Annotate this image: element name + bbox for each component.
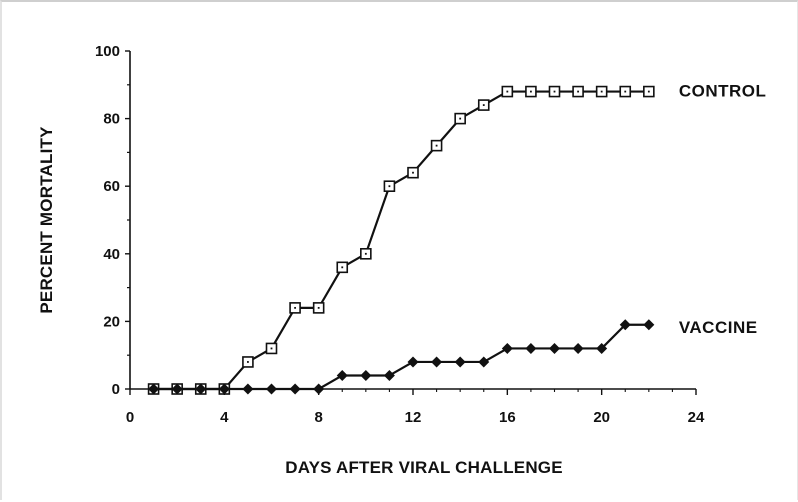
data-point-vaccine (289, 383, 301, 395)
data-point-dot (577, 90, 579, 93)
data-point-dot (341, 266, 344, 269)
data-point-vaccine (596, 342, 608, 354)
data-point-vaccine (407, 356, 419, 368)
data-point-vaccine (431, 356, 443, 368)
series-label-control: CONTROL (679, 82, 767, 101)
data-point-vaccine (549, 342, 560, 354)
data-point-dot (435, 144, 438, 147)
data-point-dot (317, 306, 320, 309)
data-point-vaccine (242, 383, 254, 395)
x-tick-label: 24 (688, 409, 705, 426)
data-point-dot (388, 185, 391, 188)
data-point-vaccine (501, 342, 513, 354)
data-point-vaccine (572, 342, 584, 354)
data-point-dot (412, 171, 414, 174)
data-point-dot (553, 90, 556, 93)
data-point-dot (294, 306, 296, 309)
data-point-vaccine (360, 369, 372, 381)
data-point-dot (624, 90, 627, 93)
data-point-vaccine (643, 319, 655, 331)
data-point-vaccine (454, 356, 466, 368)
data-point-vaccine (383, 369, 395, 381)
y-axis-title: PERCENT MORTALITY (37, 126, 56, 314)
data-point-dot (482, 104, 485, 106)
y-tick-label: 80 (103, 111, 120, 128)
data-point-vaccine (171, 383, 183, 395)
data-point-vaccine (313, 383, 325, 395)
y-tick-label: 100 (95, 43, 120, 60)
x-tick-label: 16 (499, 409, 516, 426)
data-point-vaccine (148, 383, 160, 395)
y-tick-label: 60 (103, 178, 120, 195)
x-tick-label: 0 (126, 409, 134, 426)
data-point-dot (647, 90, 650, 93)
series-control: CONTROL (147, 82, 767, 395)
series-layer: CONTROL VACCINE (147, 82, 767, 395)
data-point-dot (459, 117, 462, 120)
data-point-vaccine (619, 319, 631, 331)
series-label-vaccine: VACCINE (679, 318, 758, 337)
y-tick-label: 0 (112, 381, 120, 398)
x-tick-label: 20 (593, 409, 610, 426)
data-point-vaccine (195, 383, 207, 395)
x-tick-label: 12 (405, 409, 422, 426)
data-point-dot (530, 90, 532, 93)
x-axis-title: DAYS AFTER VIRAL CHALLENGE (285, 458, 563, 477)
data-point-vaccine (478, 356, 490, 368)
y-tick-label: 40 (103, 246, 120, 263)
data-point-vaccine (336, 369, 348, 381)
data-point-dot (270, 347, 273, 350)
y-tick-label: 20 (103, 313, 120, 330)
x-tick-label: 8 (314, 409, 322, 426)
data-point-dot (506, 90, 509, 93)
x-tick-label: 4 (220, 409, 229, 426)
data-point-vaccine (525, 342, 537, 354)
data-point-dot (247, 361, 249, 363)
data-point-dot (600, 90, 603, 93)
series-line-control (153, 90, 649, 391)
series-line-vaccine (153, 323, 649, 391)
data-point-vaccine (218, 383, 230, 395)
series-vaccine: VACCINE (148, 318, 758, 395)
data-point-vaccine (266, 383, 277, 395)
data-point-dot (364, 252, 367, 255)
